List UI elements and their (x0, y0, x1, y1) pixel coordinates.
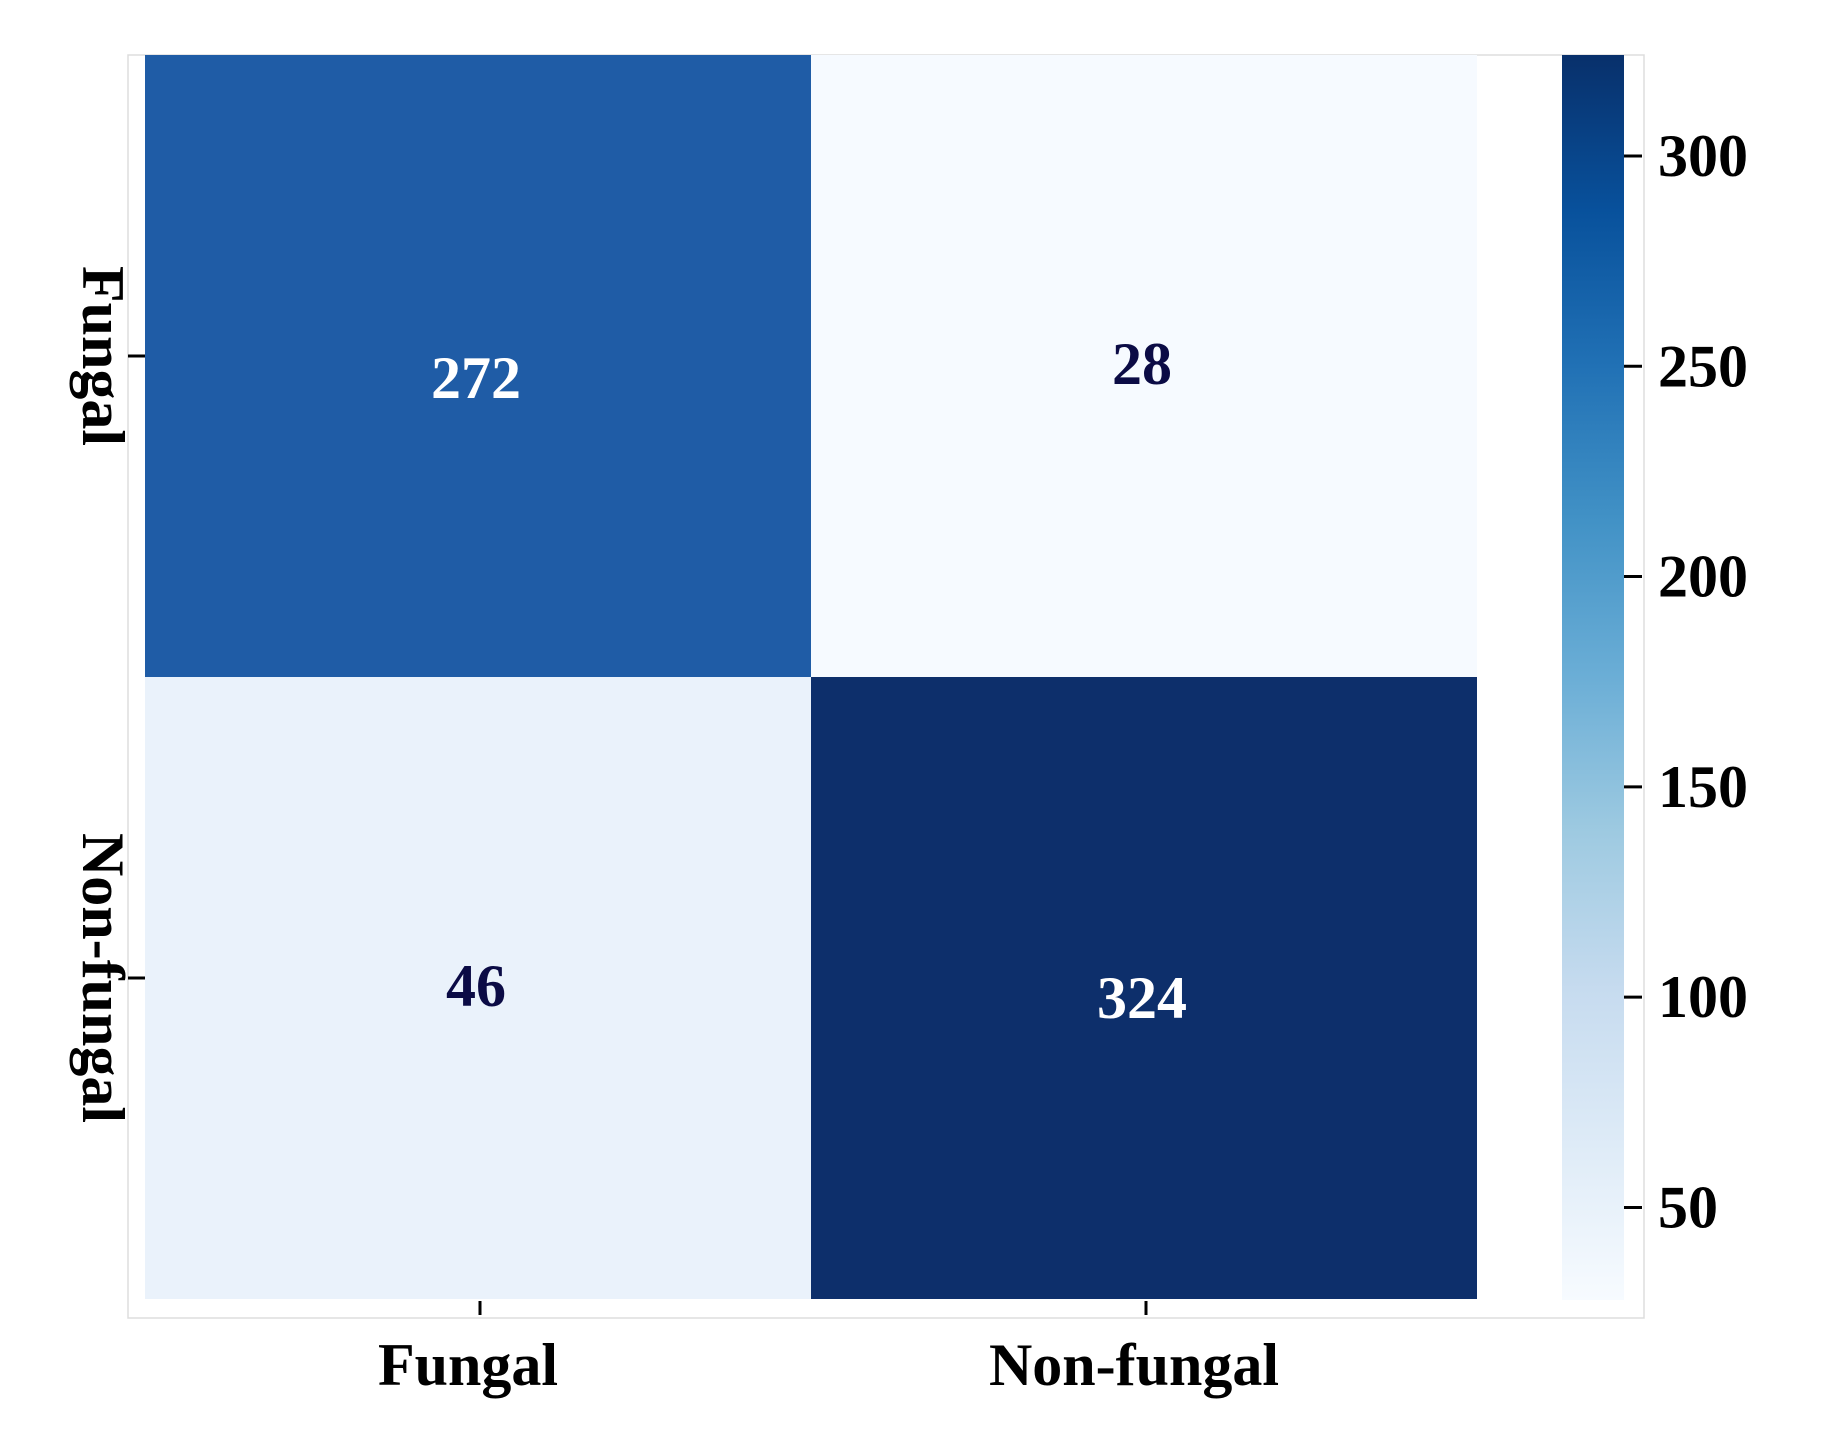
y-tick-label: Non-fungal (70, 833, 136, 1123)
colorbar-tick-label: 150 (1658, 754, 1748, 820)
heatmap-cell (145, 55, 811, 677)
colorbar-gradient (1562, 55, 1624, 1300)
heatmap-cell-label: 272 (431, 345, 521, 411)
y-axis: Fungal Non-fungal (70, 266, 145, 1123)
colorbar: 50 100 150 200 250 300 (1562, 55, 1748, 1300)
heatmap-cell (811, 677, 1477, 1299)
colorbar-tick-label: 300 (1658, 123, 1748, 189)
heatmap-cells (145, 55, 1477, 1299)
y-tick-label: Fungal (70, 266, 136, 446)
colorbar-tick-label: 100 (1658, 964, 1748, 1030)
x-tick-label: Fungal (378, 1332, 558, 1398)
heatmap-cell-labels: 272 28 46 324 (431, 331, 1187, 1031)
heatmap-cell-label: 28 (1112, 331, 1172, 397)
heatmap-cell (145, 677, 811, 1299)
x-axis: Fungal Non-fungal (378, 1301, 1279, 1398)
colorbar-tick-label: 200 (1658, 544, 1748, 610)
colorbar-tick-label: 50 (1658, 1174, 1718, 1240)
heatmap-cell (811, 55, 1477, 677)
x-tick-label: Non-fungal (989, 1332, 1279, 1398)
colorbar-tick-label: 250 (1658, 333, 1748, 399)
heatmap-cell-label: 324 (1097, 965, 1187, 1031)
heatmap-cell-label: 46 (446, 953, 506, 1019)
